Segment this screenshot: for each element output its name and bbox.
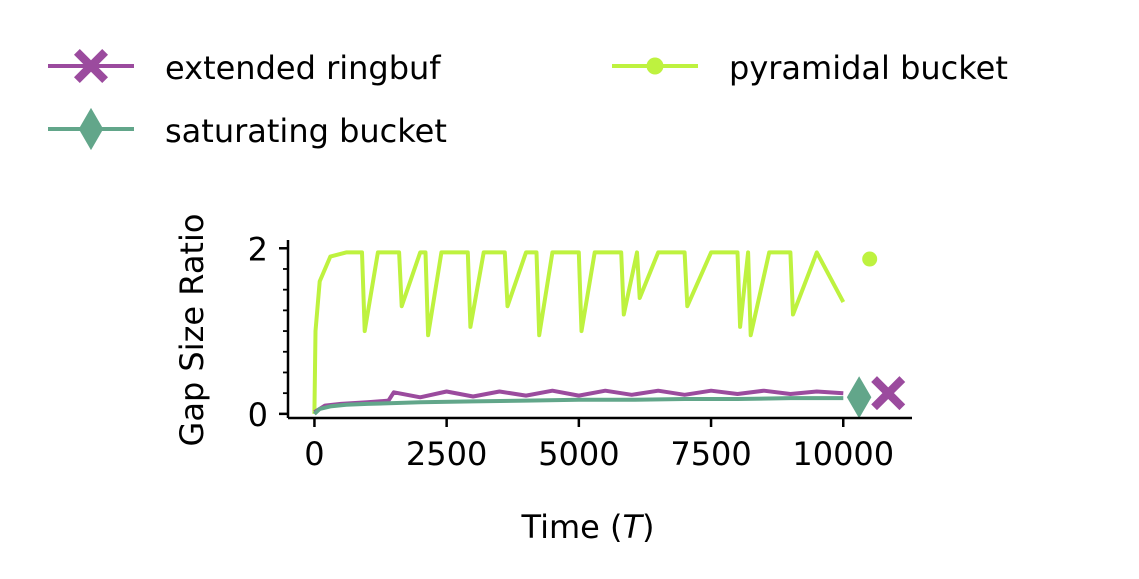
legend-extended-ringbuf-marker bbox=[74, 49, 108, 83]
legend-pyramidal-bucket-label: pyramidal bucket bbox=[729, 49, 1008, 87]
x-tick-label: 5000 bbox=[538, 435, 619, 473]
final-marker-saturating-bucket bbox=[846, 376, 872, 419]
legend-pyramidal-bucket-marker bbox=[646, 57, 664, 75]
legend: extended ringbuf saturating bucket pyramid… bbox=[48, 49, 1008, 151]
final-marker-extended-ringbuf bbox=[871, 376, 906, 411]
x-tick-label: 2500 bbox=[406, 435, 487, 473]
final-marker-pyramidal-bucket bbox=[862, 251, 878, 267]
series-line-pyramidal-bucket bbox=[312, 250, 846, 414]
x-tick-label: 10000 bbox=[792, 435, 894, 473]
legend-saturating-bucket-label: saturating bucket bbox=[165, 112, 447, 150]
y-axis-label: Gap Size Ratio bbox=[173, 214, 211, 447]
x-axis-label-suffix: ) bbox=[642, 508, 654, 546]
series-line-saturating-bucket bbox=[313, 396, 844, 416]
x-axis-label: Time (T) bbox=[521, 508, 655, 546]
axes: 0 2500 5000 7500 10000 0 2 Time (T) Gap Size Rat… bbox=[173, 214, 912, 546]
x-tick-label: 7500 bbox=[670, 435, 751, 473]
legend-extended-ringbuf-label: extended ringbuf bbox=[165, 49, 441, 87]
legend-saturating-bucket-marker bbox=[78, 107, 104, 151]
plot-series bbox=[312, 250, 906, 419]
x-tick-label: 0 bbox=[304, 435, 324, 473]
x-axis-label-variable: T bbox=[622, 508, 644, 546]
x-axis-label-text: Time ( bbox=[521, 508, 623, 546]
y-tick-label: 0 bbox=[248, 396, 268, 434]
y-tick-label: 2 bbox=[248, 230, 268, 268]
series-line-extended-ringbuf bbox=[313, 388, 844, 414]
